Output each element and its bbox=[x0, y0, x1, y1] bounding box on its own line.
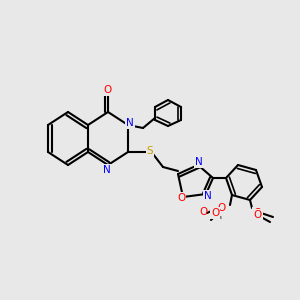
Text: O: O bbox=[104, 85, 112, 95]
Text: O: O bbox=[218, 203, 226, 213]
Text: O: O bbox=[253, 208, 261, 218]
Text: O: O bbox=[177, 193, 185, 203]
Text: O: O bbox=[254, 210, 262, 220]
Text: N: N bbox=[204, 191, 212, 201]
Text: O: O bbox=[211, 208, 219, 218]
Text: N: N bbox=[103, 165, 111, 175]
Text: S: S bbox=[147, 146, 153, 156]
Text: N: N bbox=[126, 118, 134, 128]
Text: O: O bbox=[200, 207, 208, 217]
Text: N: N bbox=[195, 157, 203, 167]
Text: CH₃: CH₃ bbox=[210, 214, 222, 220]
